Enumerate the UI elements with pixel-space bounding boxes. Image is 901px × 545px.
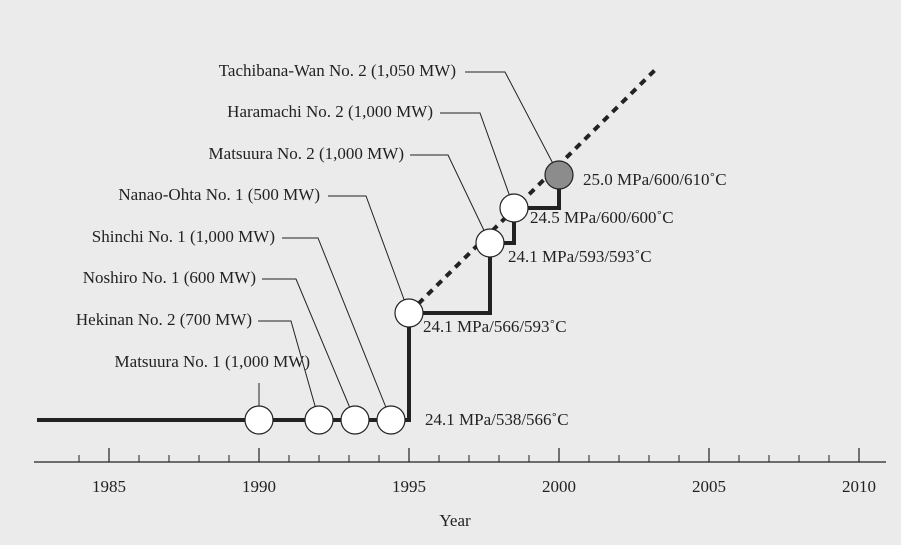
plant-node	[499, 193, 529, 223]
leader-line	[282, 237, 392, 421]
plant-label: Nanao-Ohta No. 1 (500 MW)	[118, 185, 320, 204]
plant-node	[475, 228, 505, 258]
plant-node	[304, 405, 334, 435]
plant-label: Shinchi No. 1 (1,000 MW)	[92, 227, 275, 246]
condition-label: 24.1 MPa/538/566˚C	[425, 410, 569, 429]
plant-node	[394, 298, 424, 328]
plant-label: Matsuura No. 1 (1,000 MW)	[115, 352, 310, 371]
leader-line	[440, 112, 515, 209]
condition-label: 24.1 MPa/593/593˚C	[508, 247, 652, 266]
trend-line	[407, 68, 657, 315]
x-tick-label: 2005	[692, 477, 726, 496]
leader-line	[328, 195, 410, 314]
plant-label: Tachibana-Wan No. 2 (1,050 MW)	[219, 61, 456, 80]
condition-label: 24.1 MPa/566/593˚C	[423, 317, 567, 336]
plant-node	[544, 160, 574, 190]
condition-label: 24.5 MPa/600/600˚C	[530, 208, 674, 227]
x-axis-label: Year	[439, 511, 471, 530]
x-tick-label: 1990	[242, 477, 276, 496]
plant-node	[340, 405, 370, 435]
plant-label: Matsuura No. 2 (1,000 MW)	[209, 144, 404, 163]
condition-label: 25.0 MPa/600/610˚C	[583, 170, 727, 189]
plant-node	[376, 405, 406, 435]
plant-label: Hekinan No. 2 (700 MW)	[76, 310, 252, 329]
x-tick-label: 1995	[392, 477, 426, 496]
leader-line	[258, 320, 320, 421]
plant-label: Haramachi No. 2 (1,000 MW)	[227, 102, 433, 121]
leader-line	[410, 154, 491, 244]
x-tick-label: 2010	[842, 477, 876, 496]
x-tick-label: 1985	[92, 477, 126, 496]
leader-line	[262, 278, 356, 421]
leader-line	[465, 71, 560, 176]
plant-label: Noshiro No. 1 (600 MW)	[83, 268, 256, 287]
plant-node	[244, 405, 274, 435]
x-tick-label: 2000	[542, 477, 576, 496]
